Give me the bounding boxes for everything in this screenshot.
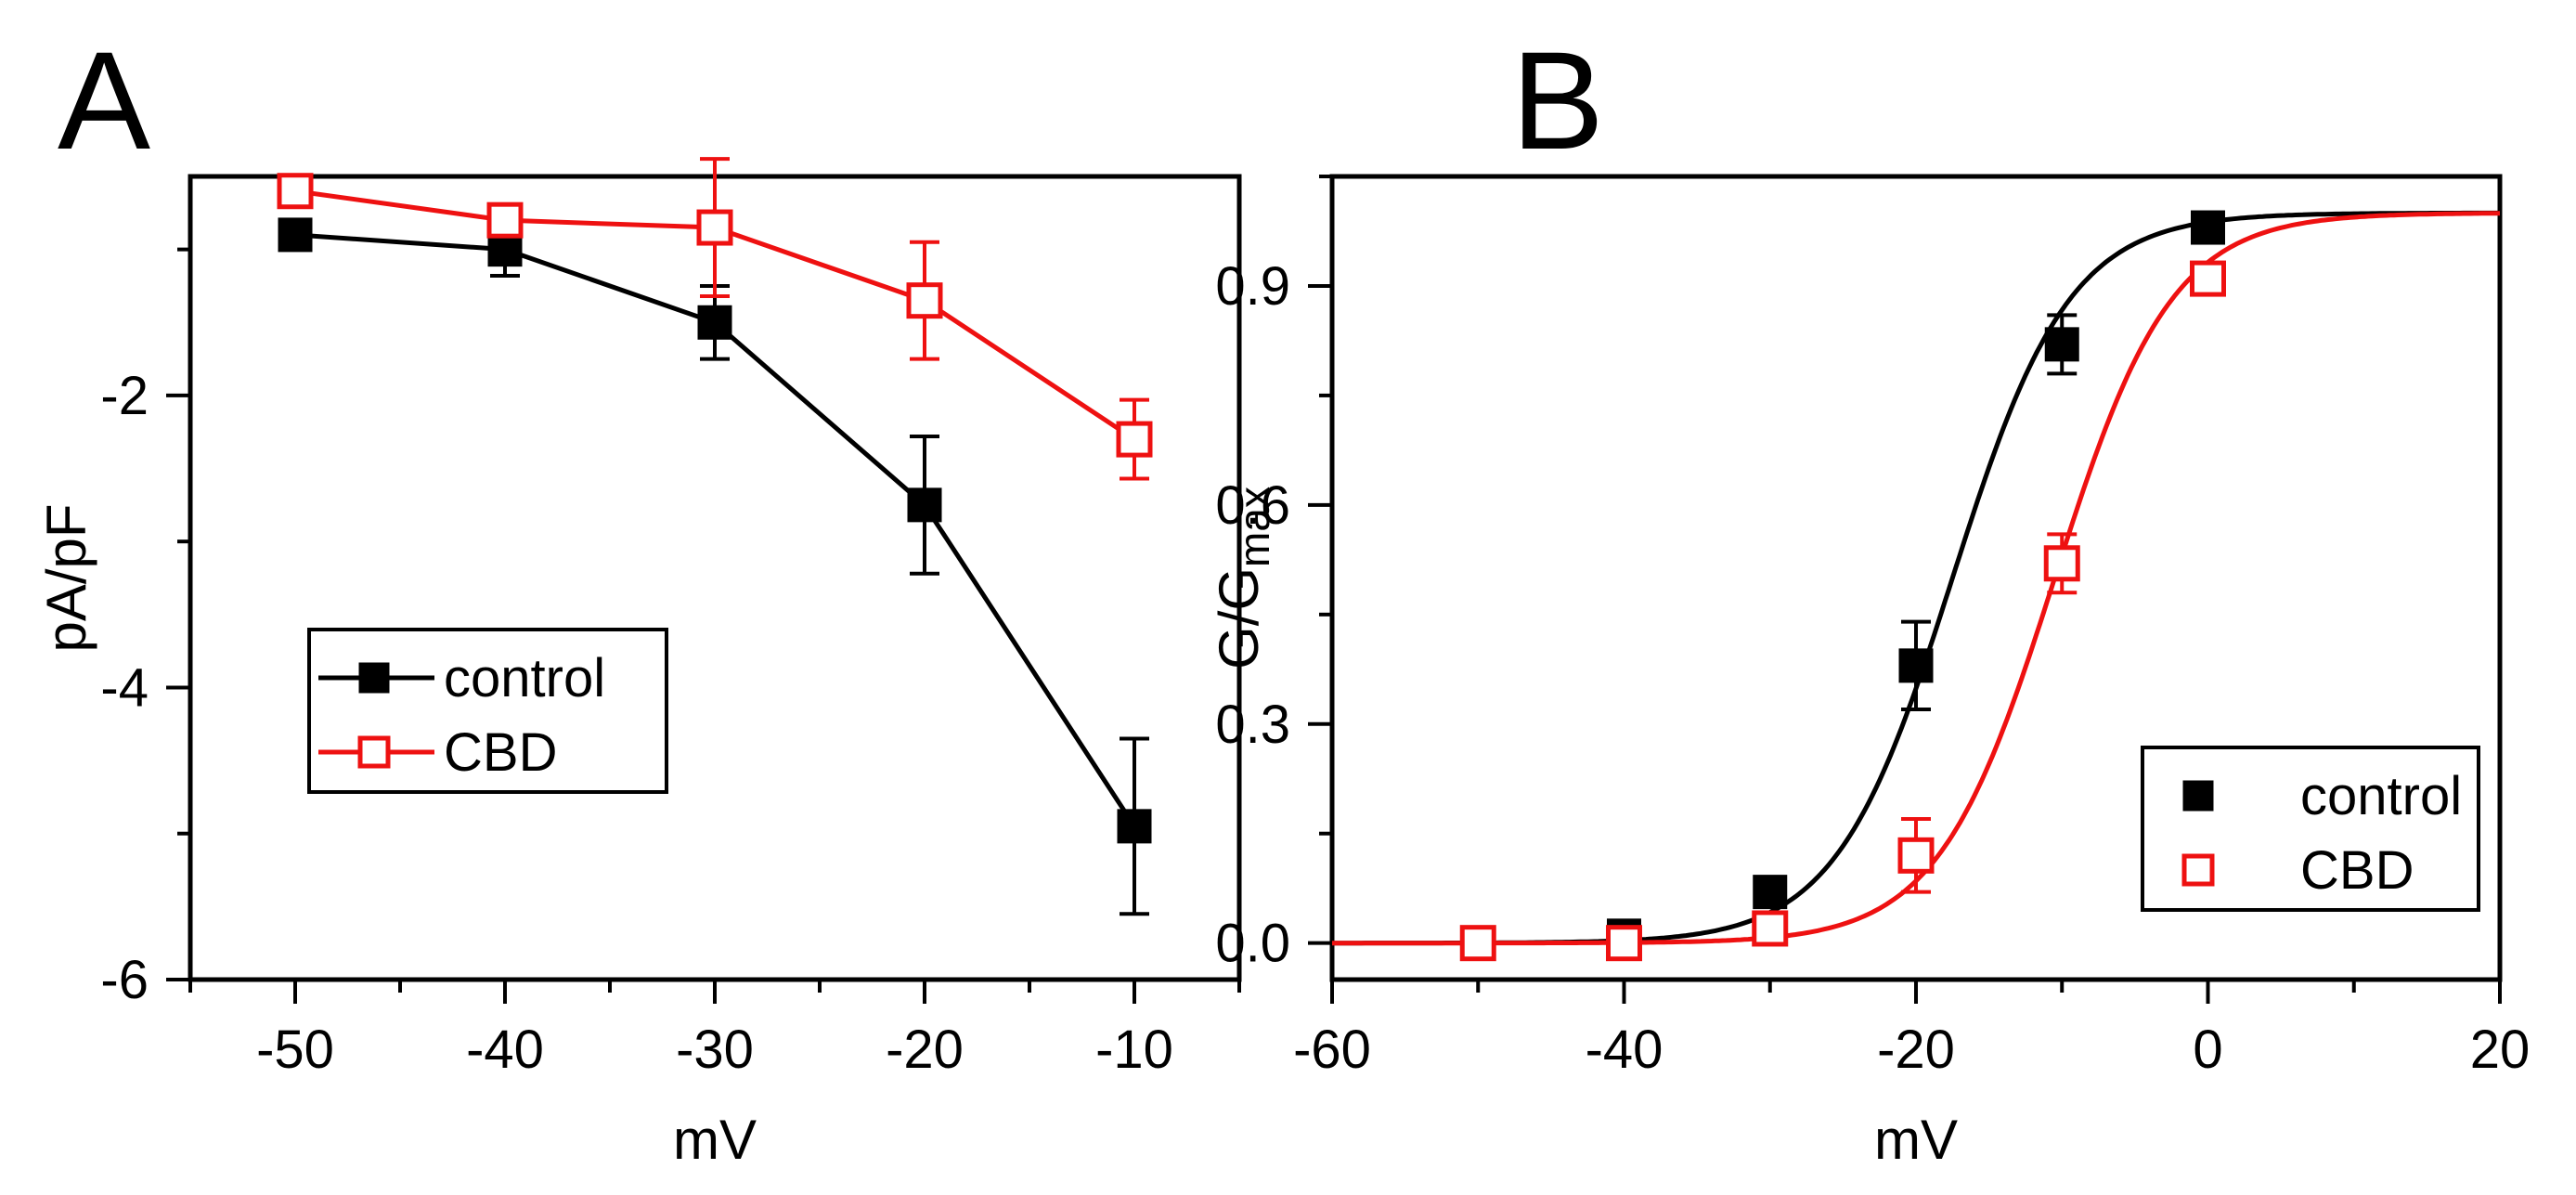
data-point <box>696 209 733 246</box>
data-point <box>1116 421 1153 458</box>
x-tick-label: -30 <box>676 1020 754 1080</box>
data-point <box>1117 809 1152 844</box>
legend-label: control <box>2300 766 2462 826</box>
legend-label: CBD <box>444 722 557 783</box>
legend-marker <box>2182 780 2214 812</box>
data-point <box>906 282 943 319</box>
x-tick-label: -20 <box>886 1020 964 1080</box>
data-point <box>2043 545 2080 582</box>
data-point <box>278 217 313 253</box>
y-tick-label: -2 <box>100 366 149 426</box>
legend-item-cbd: CBD <box>2181 840 2414 901</box>
data-point <box>1752 910 1789 947</box>
x-tick-label: -40 <box>1586 1020 1663 1080</box>
panel-a-letter: A <box>58 22 150 178</box>
data-point <box>1606 925 1642 962</box>
data-point <box>1753 875 1788 910</box>
series-control <box>278 217 1152 916</box>
x-tick-label: 20 <box>2470 1020 2531 1080</box>
data-point <box>1898 648 1934 683</box>
y-tick-label: -4 <box>100 657 149 718</box>
data-point <box>907 487 942 523</box>
data-point <box>697 305 732 340</box>
legend-label: control <box>444 648 605 708</box>
x-tick-label: 0 <box>2193 1020 2222 1080</box>
y-tick-label: 0.3 <box>1215 695 1290 755</box>
data-point <box>2190 260 2226 297</box>
series-cbd <box>277 157 1153 481</box>
data-point <box>1459 925 1496 962</box>
y-tick-label: -6 <box>100 950 149 1010</box>
data-point <box>277 173 314 210</box>
legend-marker <box>2181 853 2215 887</box>
panel-b-chart: B -60 -40 -20 0 20 0.0 0.3 0.6 0.9 mV G/Gmax con… <box>1208 22 2530 1171</box>
panel-b-x-axis-label: mV <box>1874 1109 1958 1171</box>
series-cbd <box>1332 211 2500 962</box>
y-tick-label: 0.6 <box>1215 475 1290 536</box>
data-point <box>2191 210 2225 245</box>
data-point <box>1897 837 1935 874</box>
legend-item-control: control <box>318 648 605 708</box>
data-point <box>486 201 524 239</box>
legend-marker <box>358 662 390 694</box>
legend-label: CBD <box>2300 840 2414 901</box>
legend-item-cbd: CBD <box>318 722 557 783</box>
panel-a-x-axis-label: mV <box>673 1109 757 1171</box>
x-tick-label: -10 <box>1095 1020 1173 1080</box>
data-point <box>487 232 523 267</box>
x-tick-label: -40 <box>466 1020 544 1080</box>
legend-item-control: control <box>2182 766 2462 826</box>
panel-a-y-axis-label: pA/pF <box>35 503 97 652</box>
legend-marker <box>357 735 391 769</box>
panel-b-y-axis-label: G/Gmax <box>1208 487 1278 669</box>
panel-b-letter: B <box>1511 22 1604 178</box>
y-tick-label: 0.0 <box>1215 914 1290 974</box>
panel-b-legend: control CBD <box>2141 746 2480 912</box>
x-tick-label: -50 <box>256 1020 334 1080</box>
data-point <box>2044 327 2079 362</box>
x-tick-label: -20 <box>1877 1020 1955 1080</box>
x-tick-label: -60 <box>1293 1020 1371 1080</box>
y-tick-label: 0.9 <box>1215 256 1290 317</box>
panel-a-legend: control CBD <box>307 628 668 794</box>
panel-a-chart: A -50 -40 -30 -20 -10 -6 -4 -2 mV pA/pF control… <box>35 22 1242 1171</box>
